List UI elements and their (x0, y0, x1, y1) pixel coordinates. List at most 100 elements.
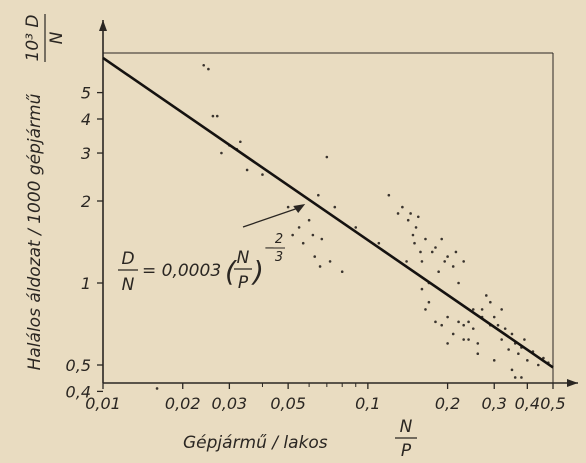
data-point (328, 260, 332, 263)
data-point (507, 348, 510, 351)
data-point (387, 193, 391, 197)
data-point (446, 255, 449, 258)
data-point (416, 215, 420, 219)
data-point (462, 260, 465, 263)
data-point (476, 352, 480, 356)
y-axis-label: Halálos áldozat / 1000 gépjármű (25, 93, 45, 370)
data-point (405, 260, 408, 263)
y-tick-label: 2 (81, 192, 91, 211)
data-point (211, 114, 215, 118)
x-axis-label: Gépjármű / lakos (183, 433, 328, 453)
data-point (492, 315, 496, 319)
data-point (420, 287, 424, 291)
data-point (245, 168, 249, 172)
data-point (503, 327, 507, 330)
data-point (307, 218, 311, 222)
data-point (414, 226, 418, 229)
data-point (419, 250, 422, 254)
eq-paren-open: ( (225, 255, 237, 288)
data-point (396, 212, 400, 215)
data-point (261, 173, 264, 176)
data-point (377, 241, 381, 245)
data-point (325, 155, 329, 159)
data-point (311, 233, 315, 237)
y-tick-label: 3 (81, 144, 91, 163)
data-point (297, 226, 301, 229)
data-point (215, 114, 219, 118)
data-point (451, 332, 455, 336)
data-point (440, 237, 443, 241)
x-tick-label: 0,5 (540, 394, 565, 413)
data-point (220, 151, 223, 155)
data-point (462, 323, 465, 327)
data-point (471, 327, 475, 330)
y-tick-label: 0,4 (66, 382, 91, 401)
data-point (340, 270, 344, 274)
y-tick-label: 0,5 (66, 356, 91, 375)
y-axis-arrow-icon (99, 20, 107, 31)
data-point (500, 308, 503, 311)
data-point (286, 205, 290, 209)
y-axis-fraction-numerator: 10³ D (23, 15, 43, 62)
x-tick-label: 0,02 (165, 394, 201, 413)
eq-lhs-denominator: N (122, 275, 135, 295)
data-point (489, 300, 492, 304)
data-point (401, 205, 404, 209)
data-point (454, 250, 458, 254)
data-point (443, 260, 446, 263)
data-point (520, 376, 523, 379)
data-point (513, 376, 517, 379)
data-point (424, 308, 427, 311)
data-point (467, 320, 470, 324)
data-point (480, 308, 484, 311)
data-point (437, 270, 440, 274)
data-point (500, 338, 503, 341)
data-point (333, 205, 337, 209)
data-point (476, 342, 480, 345)
x-tick-label: 0,3 (482, 394, 507, 413)
data-point (424, 237, 427, 241)
data-point (202, 63, 206, 67)
data-point (536, 363, 540, 367)
data-point (492, 359, 496, 362)
x-axis-fraction-numerator: N (400, 417, 413, 437)
eq-paren-denominator: P (238, 273, 249, 293)
y-tick-label: 4 (81, 110, 91, 129)
data-point (517, 352, 520, 356)
eq-exponent-numerator: 2 (275, 232, 283, 247)
data-point (430, 250, 434, 254)
eq-coefficient: = 0,0003 (142, 261, 221, 281)
data-point (317, 193, 320, 197)
data-point (542, 356, 545, 360)
eq-exponent-sign: − (264, 241, 275, 256)
data-point (413, 241, 416, 245)
data-point (354, 226, 358, 229)
data-point (471, 308, 475, 311)
data-point (451, 265, 455, 268)
x-tick-label: 0,4 (515, 394, 540, 413)
data-point (446, 342, 449, 345)
data-point (155, 387, 159, 390)
eq-lhs-numerator: D (121, 249, 134, 269)
data-point (523, 338, 526, 341)
data-point (510, 332, 514, 336)
data-point (411, 233, 415, 237)
x-axis-arrow-icon (567, 379, 578, 387)
x-tick-label: 0,01 (85, 394, 121, 413)
x-tick-label: 0,2 (435, 394, 460, 413)
eq-exponent-denominator: 3 (275, 250, 283, 265)
data-point (446, 315, 449, 319)
x-tick-label: 0,03 (212, 394, 248, 413)
data-point (467, 338, 470, 341)
data-point (427, 300, 431, 304)
data-point (510, 368, 514, 372)
data-point (440, 323, 443, 327)
x-tick-label: 0,1 (355, 394, 380, 413)
data-point (301, 241, 305, 245)
data-point (526, 359, 529, 362)
data-point (406, 218, 410, 222)
data-point (320, 237, 324, 241)
data-point (318, 265, 322, 268)
